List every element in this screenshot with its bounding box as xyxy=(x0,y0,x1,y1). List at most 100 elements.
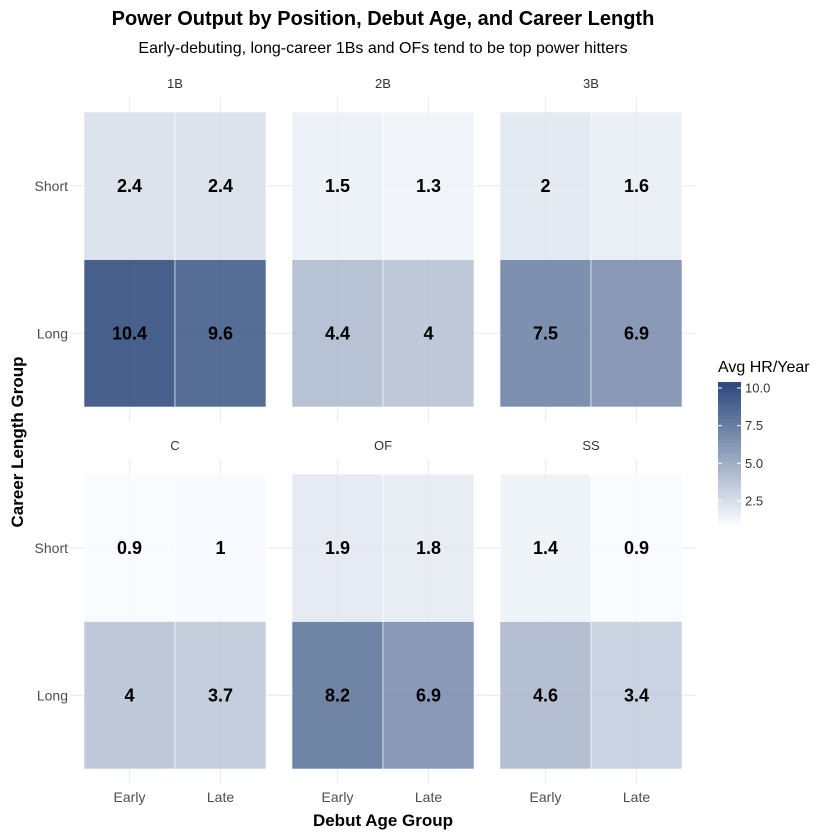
cell-value-2b-short-late: 1.3 xyxy=(416,176,441,196)
cell-value-2b-long-early: 4.4 xyxy=(325,323,350,343)
x-tick-label-late: Late xyxy=(207,789,234,805)
legend-colorbar-segment xyxy=(718,482,741,486)
legend-colorbar-segment xyxy=(718,467,741,471)
cell-value-ss-long-late: 3.4 xyxy=(624,685,649,705)
legend-colorbar-segment xyxy=(718,408,741,412)
legend-colorbar-segment xyxy=(718,422,741,426)
legend-colorbar-segment xyxy=(718,496,741,500)
legend-colorbar-segment xyxy=(718,384,741,388)
legend-colorbar-segment xyxy=(718,427,741,431)
heatmap-cell-1b-short-early xyxy=(83,111,176,260)
legend-colorbar-segment xyxy=(718,489,741,493)
cell-value-3b-short-late: 1.6 xyxy=(624,176,649,196)
x-tick-label-late: Late xyxy=(415,789,442,805)
legend-colorbar-segment xyxy=(718,463,741,467)
cell-value-3b-long-late: 6.9 xyxy=(624,323,649,343)
facet-label-1b: 1B xyxy=(167,76,183,91)
legend-colorbar-segment xyxy=(718,396,741,400)
y-tick-label-long: Long xyxy=(37,687,68,703)
cell-value-2b-long-late: 4 xyxy=(423,323,433,343)
legend-colorbar-segment xyxy=(718,389,741,393)
cell-value-ss-short-late: 0.9 xyxy=(624,538,649,558)
heatmap-cell-ss-long-early xyxy=(499,621,592,770)
legend-colorbar-segment xyxy=(718,508,741,512)
legend-colorbar-segment xyxy=(718,472,741,476)
heatmap-cell-1b-long-late xyxy=(174,259,267,408)
legend-colorbar-segment xyxy=(718,401,741,405)
legend-colorbar-segment xyxy=(718,477,741,481)
legend-colorbar-segment xyxy=(718,451,741,455)
y-tick-label-long: Long xyxy=(37,325,68,341)
cell-value-2b-short-early: 1.5 xyxy=(325,176,350,196)
legend-colorbar-segment xyxy=(718,443,741,447)
legend-colorbar-segment xyxy=(718,522,741,526)
x-tick-label-early: Early xyxy=(322,789,354,805)
heatmap-cell-of-long-late xyxy=(382,621,475,770)
cell-value-3b-long-early: 7.5 xyxy=(533,323,558,343)
legend-colorbar-segment xyxy=(718,503,741,507)
legend-colorbar-segment xyxy=(718,436,741,440)
cell-value-c-short-early: 0.9 xyxy=(117,538,142,558)
legend-colorbar-segment xyxy=(718,458,741,462)
heatmap-cell-of-long-early xyxy=(291,621,384,770)
legend-colorbar-segment xyxy=(718,386,741,390)
cell-value-ss-short-early: 1.4 xyxy=(533,538,558,558)
legend-colorbar-segment xyxy=(718,420,741,424)
legend-colorbar-segment xyxy=(718,491,741,495)
legend-colorbar-segment xyxy=(718,398,741,402)
heatmap-cell-of-short-early xyxy=(291,473,384,622)
cell-value-c-long-early: 4 xyxy=(124,685,134,705)
heatmap-cell-3b-short-early xyxy=(499,111,592,260)
heatmap-cell-c-short-late xyxy=(174,473,267,622)
legend-colorbar-segment xyxy=(718,465,741,469)
chart-subtitle: Early-debuting, long-career 1Bs and OFs … xyxy=(138,40,627,57)
legend-colorbar-segment xyxy=(718,479,741,483)
y-tick-label-short: Short xyxy=(35,540,69,556)
legend-colorbar-segment xyxy=(718,439,741,443)
legend-colorbar-segment xyxy=(718,448,741,452)
legend-tick-label: 10.0 xyxy=(745,381,770,396)
legend-colorbar-segment xyxy=(718,441,741,445)
heatmap-cell-3b-long-early xyxy=(499,259,592,408)
legend-colorbar-segment xyxy=(718,513,741,517)
legend-colorbar-segment xyxy=(718,434,741,438)
y-tick-label-short: Short xyxy=(35,178,69,194)
legend-colorbar-segment xyxy=(718,382,741,385)
cell-value-ss-long-early: 4.6 xyxy=(533,685,558,705)
y-axis-title: Career Length Group xyxy=(8,357,27,528)
cell-value-of-short-late: 1.8 xyxy=(416,538,441,558)
chart-title: Power Output by Position, Debut Age, and… xyxy=(112,8,655,30)
cell-value-of-long-early: 8.2 xyxy=(325,685,350,705)
legend-colorbar-segment xyxy=(718,446,741,450)
legend-colorbar-segment xyxy=(718,501,741,505)
legend-colorbar-segment xyxy=(718,432,741,436)
facet-panels: 1B 2.4 2.4 10.4 9.6 Short Long 2B 1.5 1.3 4.4 4 3B 2 1… xyxy=(35,76,696,805)
heatmap-cell-3b-long-late xyxy=(590,259,683,408)
legend-tick-label: 5.0 xyxy=(745,456,763,471)
legend-colorbar-segment xyxy=(718,460,741,464)
cell-value-1b-long-late: 9.6 xyxy=(208,323,233,343)
heatmap-cell-of-short-late xyxy=(382,473,475,622)
legend-colorbar-segment xyxy=(718,520,741,524)
cell-value-of-long-late: 6.9 xyxy=(416,685,441,705)
legend-colorbar-segment xyxy=(718,510,741,514)
legend-colorbar-segment xyxy=(718,470,741,474)
legend-colorbar-segment xyxy=(718,486,741,490)
legend-colorbar-segment xyxy=(718,415,741,419)
facet-label-ss: SS xyxy=(582,438,600,453)
heatmap-cell-2b-long-early xyxy=(291,259,384,408)
facet-label-2b: 2B xyxy=(375,76,391,91)
heatmap-cell-c-long-early xyxy=(83,621,176,770)
cell-value-c-short-late: 1 xyxy=(215,538,225,558)
facet-label-3b: 3B xyxy=(583,76,599,91)
legend-colorbar-segment xyxy=(718,498,741,502)
x-axis-title: Debut Age Group xyxy=(313,811,453,830)
legend-colorbar-segment xyxy=(718,412,741,416)
legend-colorbar-segment xyxy=(718,429,741,433)
x-tick-label-early: Early xyxy=(530,789,562,805)
x-tick-label-late: Late xyxy=(623,789,650,805)
heatmap-cell-ss-short-early xyxy=(499,473,592,622)
legend-colorbar-segment xyxy=(718,484,741,488)
legend-colorbar-segment xyxy=(718,455,741,459)
